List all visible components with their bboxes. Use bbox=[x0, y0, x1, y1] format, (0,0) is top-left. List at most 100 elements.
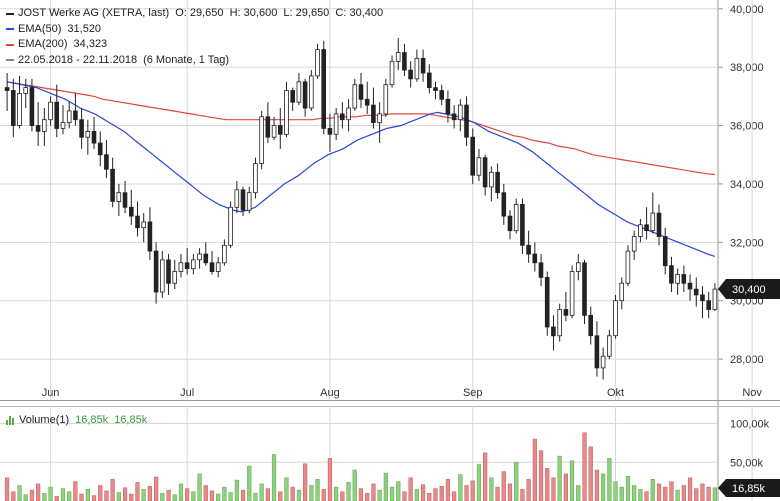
candle-up bbox=[457, 104, 463, 121]
candle-down bbox=[582, 262, 587, 316]
volume-bar bbox=[253, 493, 258, 501]
volume-bar bbox=[4, 477, 10, 501]
volume-bar bbox=[358, 488, 364, 501]
candle-up bbox=[513, 203, 519, 232]
candle-up bbox=[159, 259, 165, 293]
volume-bar bbox=[240, 489, 246, 501]
candle-down bbox=[681, 274, 687, 284]
candle-down bbox=[563, 309, 569, 316]
candle-down bbox=[669, 265, 674, 284]
volume-bar bbox=[191, 491, 196, 501]
volume-bar bbox=[638, 489, 643, 501]
candle-up bbox=[259, 116, 264, 164]
candle-down bbox=[507, 215, 513, 232]
candle-down bbox=[290, 90, 295, 103]
candle-swatch-icon bbox=[6, 12, 14, 15]
legend-ohlc: O: 29,650 H: 30,600 L: 29,650 C: 30,400 bbox=[175, 7, 384, 19]
candle-up bbox=[607, 335, 612, 357]
candle-up bbox=[600, 355, 606, 369]
volume-bar bbox=[371, 483, 376, 501]
volume-legend-label: Volume(1) bbox=[19, 414, 70, 426]
volume-bar bbox=[160, 493, 165, 501]
volume-bar bbox=[557, 455, 562, 501]
volume-bar bbox=[569, 460, 575, 501]
volume-bar bbox=[712, 487, 717, 501]
volume-bar bbox=[122, 487, 128, 501]
candle-down bbox=[79, 119, 84, 138]
volume-bar bbox=[315, 479, 320, 501]
volume-bar bbox=[23, 494, 28, 501]
candle-down bbox=[706, 300, 711, 310]
legend-ema50-value: 31,520 bbox=[67, 22, 102, 35]
volume-bar bbox=[675, 489, 680, 501]
candle-down bbox=[321, 49, 326, 129]
candle-down bbox=[166, 259, 171, 284]
volume-bar bbox=[178, 483, 184, 501]
volume-bar bbox=[91, 495, 97, 501]
candle-down bbox=[544, 276, 550, 328]
volume-bar bbox=[452, 491, 457, 501]
volume-bar bbox=[551, 477, 556, 501]
volume-bar bbox=[613, 481, 618, 501]
volume-bar bbox=[110, 479, 115, 501]
volume-bar bbox=[563, 473, 568, 501]
volume-bar bbox=[327, 458, 333, 501]
legend-period: (6 Monate, 1 Tag) bbox=[143, 53, 230, 66]
volume-bar bbox=[377, 489, 382, 501]
volume-bar bbox=[185, 488, 190, 501]
volume-bar bbox=[352, 469, 357, 501]
candle-down bbox=[97, 142, 103, 156]
volume-bar bbox=[582, 432, 587, 501]
candle-down bbox=[464, 104, 469, 138]
x-tick-label: Jun bbox=[42, 387, 60, 399]
volume-bar bbox=[60, 488, 66, 501]
candle-down bbox=[91, 130, 97, 144]
volume-bar bbox=[309, 485, 314, 501]
candle-down bbox=[240, 189, 246, 211]
legend-title: JOST Werke AG (XETRA, last) bbox=[18, 7, 170, 19]
volume-bar bbox=[594, 469, 600, 501]
candle-up bbox=[296, 81, 302, 103]
volume-bars-icon bbox=[6, 415, 14, 425]
volume-bar bbox=[433, 488, 438, 501]
candle-up bbox=[476, 157, 482, 176]
volume-bar bbox=[483, 452, 488, 501]
volume-bar bbox=[303, 463, 308, 501]
candle-down bbox=[495, 171, 500, 194]
candle-down bbox=[482, 157, 488, 188]
volume-bar bbox=[172, 494, 177, 501]
candle-down bbox=[501, 192, 507, 217]
calendar-swatch-icon bbox=[6, 59, 14, 62]
candle-up bbox=[414, 58, 420, 80]
candle-up bbox=[346, 107, 351, 121]
volume-bar bbox=[147, 486, 152, 501]
candle-up bbox=[631, 236, 637, 252]
candle-down bbox=[520, 203, 525, 246]
candle-down bbox=[184, 262, 190, 269]
candle-down bbox=[128, 206, 134, 217]
candle-up bbox=[178, 262, 184, 272]
candle-up bbox=[17, 93, 22, 126]
chart-legend: JOST Werke AG (XETRA, last) O: 29,650 H:… bbox=[6, 6, 383, 68]
volume-bar bbox=[663, 486, 668, 501]
volume-bar bbox=[464, 485, 469, 501]
volume-bar bbox=[29, 489, 35, 501]
volume-bar bbox=[85, 489, 90, 501]
volume-bar bbox=[346, 482, 351, 501]
candle-up bbox=[141, 221, 147, 229]
candle-up bbox=[613, 300, 618, 337]
volume-bar bbox=[489, 477, 494, 501]
candle-down bbox=[532, 253, 538, 264]
candle-up bbox=[619, 282, 624, 302]
volume-bar bbox=[588, 446, 593, 501]
candle-down bbox=[364, 98, 370, 106]
volume-bar bbox=[228, 492, 233, 501]
volume-bar bbox=[296, 489, 302, 501]
candle-up bbox=[383, 84, 389, 115]
candle-up bbox=[197, 253, 202, 261]
legend-ema50-label: EMA(50) bbox=[18, 22, 62, 35]
volume-bar bbox=[278, 491, 283, 501]
volume-bar bbox=[79, 493, 84, 501]
candle-up bbox=[222, 244, 227, 264]
volume-bar bbox=[414, 489, 419, 501]
